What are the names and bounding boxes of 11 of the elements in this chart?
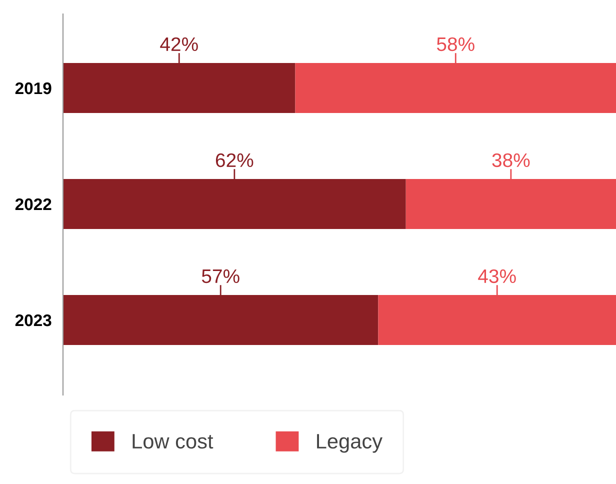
y-tick-label: 2023 [15, 314, 52, 326]
data-label: 62% [216, 153, 254, 168]
y-tick-label: 2019 [15, 82, 52, 94]
legend-label: Legacy [317, 434, 382, 453]
data-label: 57% [202, 269, 240, 284]
data-label: 42% [160, 37, 198, 52]
y-tick-label: 2022 [15, 198, 52, 210]
data-label: 38% [492, 153, 530, 168]
data-label: 58% [436, 37, 474, 52]
data-label: 43% [478, 269, 516, 284]
legend-label: Low cost [132, 434, 214, 449]
